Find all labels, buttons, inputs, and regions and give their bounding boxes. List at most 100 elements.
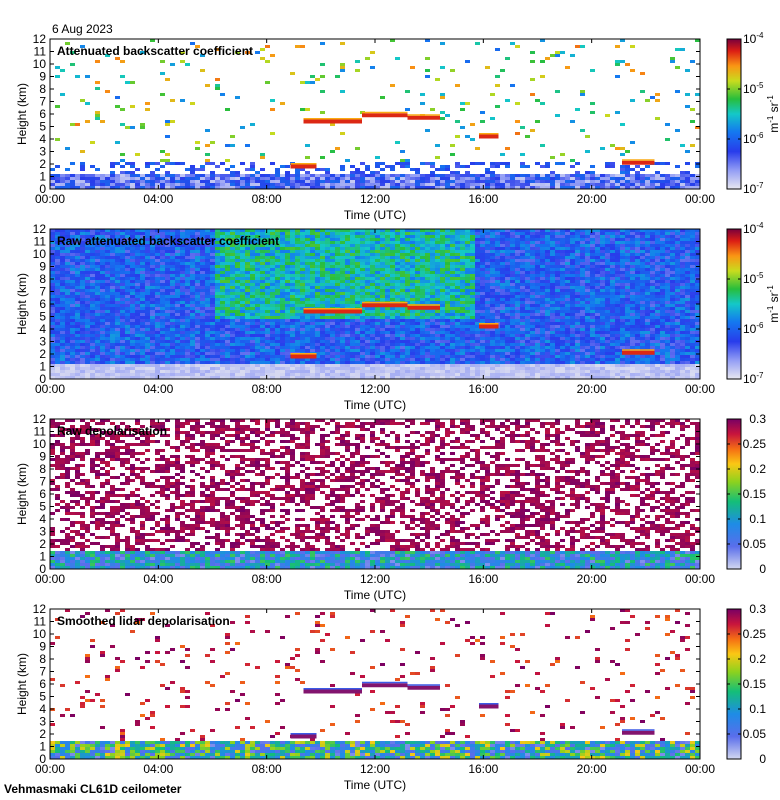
y-tick-label: 1 — [39, 170, 46, 184]
y-tick-label: 3 — [39, 715, 46, 729]
colorbar-tick-label: 0.25 — [743, 627, 767, 641]
y-tick-label: 4 — [39, 322, 46, 336]
x-axis-label: Time (UTC) — [344, 588, 406, 602]
y-tick-label: 6 — [39, 677, 46, 691]
y-tick-label: 2 — [39, 537, 46, 551]
x-tick-label: 00:00 — [685, 382, 715, 396]
colorbar-tick-exponent: -6 — [756, 131, 764, 140]
y-tick-label: 8 — [39, 82, 46, 96]
colorbar-tick-exponent: -7 — [756, 181, 764, 190]
colorbar-tick-exponent: -4 — [756, 221, 764, 230]
x-tick-label: 12:00 — [360, 192, 390, 206]
colorbar-tick-label: 0.05 — [743, 727, 767, 741]
unit-sr-exp: -1 — [766, 95, 775, 103]
colorbar-tick-label: 0.2 — [749, 462, 766, 476]
colorbar-tick-exponent: -5 — [756, 81, 764, 90]
y-tick-label: 3 — [39, 145, 46, 159]
y-tick-label: 3 — [39, 525, 46, 539]
colorbar-tick-label: 0 — [759, 562, 766, 576]
y-tick-label: 10 — [33, 437, 47, 451]
x-tick-label: 00:00 — [35, 192, 65, 206]
x-tick-label: 00:00 — [685, 572, 715, 586]
x-tick-label: 04:00 — [143, 572, 173, 586]
x-axis-label: Time (UTC) — [344, 208, 406, 222]
x-tick-label: 12:00 — [360, 762, 390, 776]
unit-sr: sr — [767, 292, 780, 305]
y-tick-label: 2 — [39, 347, 46, 361]
x-tick-label: 00:00 — [685, 192, 715, 206]
y-tick-label: 0 — [39, 182, 46, 196]
y-tick-label: 8 — [39, 652, 46, 666]
y-tick-label: 4 — [39, 702, 46, 716]
y-tick-label: 0 — [39, 562, 46, 576]
y-tick-label: 12 — [33, 222, 47, 236]
y-axis-label: Height (km) — [15, 653, 29, 715]
panel-title: Attenuated backscatter coefficient — [57, 44, 253, 58]
colorbar-tick-label: 10-7 — [743, 181, 764, 196]
heatmap-field — [50, 39, 700, 189]
colorbar-tick-label: 0 — [759, 752, 766, 766]
x-axis-label: Time (UTC) — [344, 398, 406, 412]
panel-2: Raw attenuated backscatter coefficient01… — [15, 221, 780, 412]
y-tick-label: 10 — [33, 627, 47, 641]
y-tick-label: 5 — [39, 120, 46, 134]
x-tick-label: 08:00 — [252, 762, 282, 776]
panel-title: Raw depolarisation — [57, 424, 167, 438]
y-tick-label: 6 — [39, 487, 46, 501]
y-axis-label: Height (km) — [15, 83, 29, 145]
y-tick-label: 10 — [33, 57, 47, 71]
colorbar-tick-label: 10-6 — [743, 131, 764, 146]
y-tick-label: 7 — [39, 95, 46, 109]
x-tick-label: 08:00 — [252, 192, 282, 206]
y-tick-label: 12 — [33, 412, 47, 426]
heatmap-field — [50, 419, 700, 569]
colorbar-unit: m-1 sr-1 — [766, 95, 780, 133]
colorbar-tick-exponent: -7 — [756, 371, 764, 380]
colorbar-tick-label: 10-4 — [743, 31, 764, 46]
colorbar — [726, 228, 742, 380]
y-tick-label: 2 — [39, 157, 46, 171]
colorbar-tick-label: 10-6 — [743, 321, 764, 336]
y-tick-label: 8 — [39, 272, 46, 286]
y-tick-label: 11 — [34, 615, 47, 629]
y-tick-label: 9 — [39, 640, 46, 654]
y-tick-label: 6 — [39, 107, 46, 121]
y-tick-label: 8 — [39, 462, 46, 476]
x-tick-label: 16:00 — [468, 192, 498, 206]
x-tick-label: 00:00 — [35, 572, 65, 586]
y-tick-label: 4 — [39, 132, 46, 146]
y-tick-label: 4 — [39, 512, 46, 526]
colorbar-tick-label: 0.2 — [749, 652, 766, 666]
y-tick-label: 7 — [39, 285, 46, 299]
x-tick-label: 08:00 — [252, 382, 282, 396]
y-tick-label: 9 — [39, 450, 46, 464]
x-tick-label: 12:00 — [360, 572, 390, 586]
x-tick-label: 04:00 — [143, 382, 173, 396]
y-tick-label: 3 — [39, 335, 46, 349]
y-tick-label: 5 — [39, 310, 46, 324]
y-tick-label: 7 — [39, 475, 46, 489]
y-tick-label: 0 — [39, 752, 46, 766]
y-tick-label: 1 — [39, 740, 46, 754]
x-tick-label: 20:00 — [577, 192, 607, 206]
colorbar-tick-label: 0.15 — [743, 487, 767, 501]
y-tick-label: 12 — [33, 602, 47, 616]
unit-sr-exp: -1 — [766, 285, 775, 293]
x-tick-label: 04:00 — [143, 192, 173, 206]
x-tick-label: 00:00 — [35, 762, 65, 776]
heatmap-field — [50, 609, 700, 759]
y-tick-label: 11 — [34, 425, 47, 439]
x-tick-label: 00:00 — [685, 762, 715, 776]
unit-m: m — [767, 313, 780, 323]
colorbar-tick-label: 10-4 — [743, 221, 764, 236]
unit-m-exp: -1 — [766, 115, 775, 123]
panel-4: Smoothed lidar depolarisation01234567891… — [15, 602, 766, 792]
colorbar-tick-exponent: -6 — [756, 321, 764, 330]
x-tick-label: 20:00 — [577, 762, 607, 776]
unit-m: m — [767, 123, 780, 133]
unit-sr: sr — [767, 102, 780, 115]
colorbar-tick-exponent: -4 — [756, 31, 764, 40]
panel-title: Raw attenuated backscatter coefficient — [57, 234, 279, 248]
